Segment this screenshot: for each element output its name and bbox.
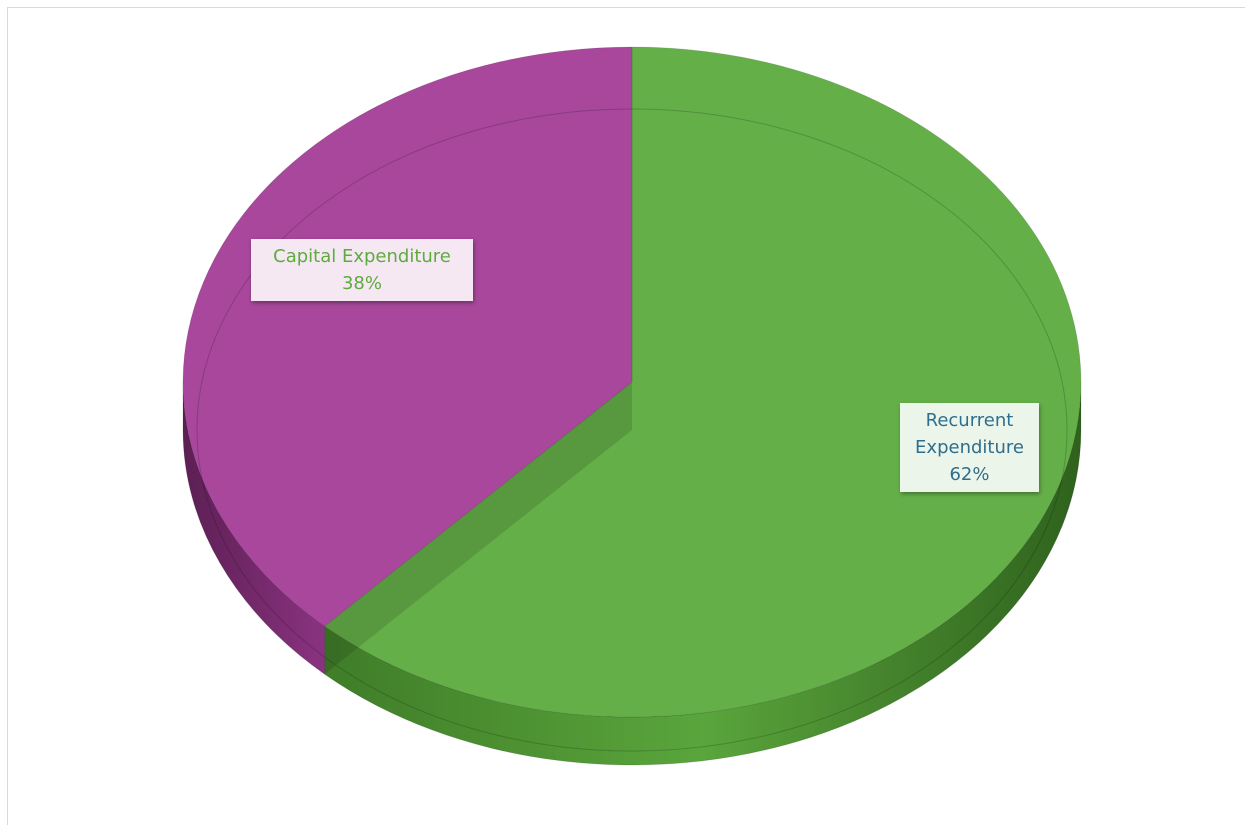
pie-slice-capital-expenditure	[182, 46, 633, 627]
pie-slice-recurrent-expenditure	[323, 46, 1082, 718]
chart-area: Recurrent Expenditure 62% Capital Expend…	[7, 7, 1245, 825]
label-recurrent-line1: Recurrent	[925, 410, 1014, 431]
pie-floor-rim	[196, 108, 1068, 752]
label-capital-percent: 38%	[341, 273, 382, 294]
label-recurrent-percent: 62%	[949, 464, 990, 485]
pie-chart	[182, 46, 1082, 766]
label-capital-line1: Capital Expenditure	[273, 246, 451, 267]
data-label-capital-expenditure: Capital Expenditure 38%	[251, 239, 473, 301]
data-label-recurrent-expenditure: Recurrent Expenditure 62%	[900, 403, 1039, 492]
label-recurrent-line2: Expenditure	[915, 437, 1024, 458]
pie-divider-wall-1	[324, 382, 632, 675]
